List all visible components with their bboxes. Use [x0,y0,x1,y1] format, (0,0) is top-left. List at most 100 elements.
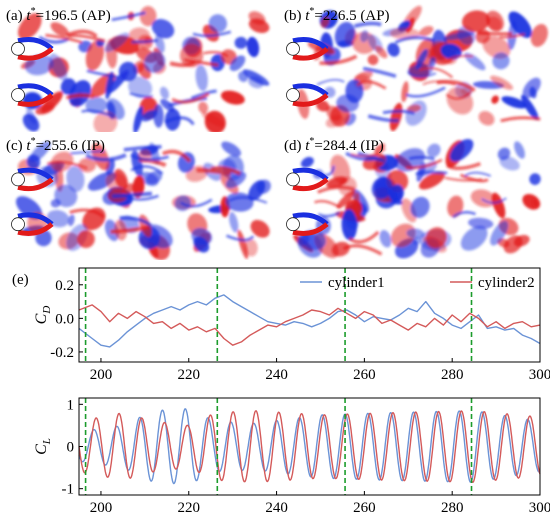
shear-layer-streak [203,51,229,58]
negative-vortex [210,54,225,72]
shear-layer-streak [85,153,127,162]
positive-vortex [326,105,342,122]
negative-vortex [521,94,539,121]
negative-vortex [379,230,392,248]
x-tick-label: 240 [265,500,288,516]
negative-vortex [225,172,247,189]
positive-vortex [513,234,530,247]
shear-layer-streak [192,30,232,38]
negative-vortex [508,11,532,38]
positive-vortex [132,175,145,198]
shear-layer-streak [444,176,483,182]
positive-vortex [491,95,499,104]
positive-vortex [307,41,335,55]
negative-vortex [140,171,159,187]
positive-vortex [490,75,514,90]
negative-vortex [160,99,175,112]
positive-vortex [50,22,69,37]
shear-layer-streak [415,170,448,176]
y-tick-label: -1 [62,482,75,498]
negative-vortex [159,86,170,100]
shear-layer-streak [162,149,192,163]
positive-vortex [470,189,496,208]
shear-layer-streak [382,109,415,115]
negative-vortex [143,51,166,73]
positive-vortex [419,26,434,37]
shear-layer-streak [405,158,443,169]
legend-label-cylinder1: cylinder1 [328,275,385,291]
shear-layer-streak [68,34,106,43]
positive-vortex [530,23,548,47]
positive-vortex [367,54,379,66]
series-line-cylinder2 [78,304,541,346]
shear-layer-streak [500,116,541,123]
negative-vortex [68,80,92,107]
series-line-cylinder2 [78,410,541,483]
shear-layer-streak [130,165,164,175]
vorticity-field-b [286,5,548,132]
x-tick-label: 260 [353,367,376,383]
positive-vortex [461,10,490,32]
negative-vortex [193,236,210,253]
negative-vortex [388,184,404,202]
positive-vortex [406,104,421,113]
negative-vortex [229,55,246,72]
shear-layer-streak [345,151,378,161]
y-axis-label: CD [33,306,53,325]
cylinder-2 [11,88,25,102]
shear-layer-streak [183,58,219,67]
shear-layer-streak [477,31,512,36]
y-axis-label: CL [33,438,53,455]
shear-layer-streak [354,21,382,28]
negative-vortex [410,196,430,218]
cylinder-1 [11,41,25,56]
shear-layer-streak [436,79,476,92]
shear-layer-streak [131,39,159,44]
vorticity-field-a [11,6,270,135]
positive-vortex [336,190,356,209]
shear-layer-streak [228,196,268,204]
negative-vortex [177,152,195,173]
negative-vortex [464,52,486,71]
shear-layer-streak [405,86,446,98]
x-tick-label: 200 [90,500,113,516]
negative-vortex [490,220,509,246]
shear-layer-lower [292,222,329,236]
positive-vortex [17,13,42,40]
shear-layer-streak [314,199,342,209]
negative-vortex [334,21,356,48]
shear-layer-streak [445,90,473,100]
negative-vortex [155,34,165,53]
negative-vortex [468,217,494,229]
shear-layer-streak [481,197,507,204]
shear-layer-streak [499,33,525,39]
shear-layer-streak [362,66,397,78]
positive-vortex [374,143,386,154]
negative-vortex [49,53,68,81]
negative-vortex [107,70,129,94]
panel-c-label: (c) t*=255.6 (IP) [6,136,105,154]
shear-layer-streak [169,60,196,68]
shear-layer-lower [17,93,54,107]
negative-vortex [371,176,393,200]
lift-coefficient-chart: 200 220 240 260 280 300 -1 0 1 CL [33,397,550,516]
shear-layer-streak [111,11,146,22]
negative-vortex [195,64,208,92]
x-tick-label: 280 [441,367,464,383]
negative-vortex [128,76,153,99]
negative-vortex [514,141,525,159]
shear-layer-streak [70,150,105,155]
negative-vortex [248,76,264,89]
y-tick-label: 0 [67,440,75,456]
negative-vortex [501,96,527,109]
positive-vortex [248,11,266,25]
panel-d: (d) t*=284.4 (IP) [275,132,550,260]
y-tick-label: 0.0 [55,311,74,327]
negative-vortex [529,173,541,185]
shear-layer-streak [446,162,481,170]
negative-vortex [68,214,75,227]
shear-layer-streak [110,225,150,234]
negative-vortex [499,156,520,171]
shear-layer-streak [38,35,70,44]
shear-layer-streak [65,93,95,100]
